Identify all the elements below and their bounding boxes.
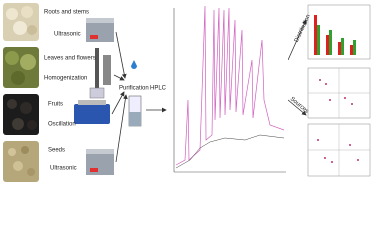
instruments <box>74 18 114 175</box>
method-label: Ultrasonic <box>50 166 77 172</box>
purification-vial <box>128 60 142 127</box>
method-label: Oscillation <box>48 122 76 128</box>
step-label: Purification <box>119 86 149 92</box>
page: {"samples": [ {"label": "Roots and stems… <box>3 3 371 182</box>
output-label: Sources <box>289 96 310 115</box>
arrows <box>111 19 307 163</box>
sample-label: Roots and stems <box>44 10 89 16</box>
sample-label: Leaves and flowers <box>44 56 96 62</box>
scatter-thumbnails <box>307 67 371 177</box>
method-label: Homogenization <box>44 76 87 82</box>
graphical-abstract: Roots and stems Ultrasonic Leaves and fl… <box>3 3 371 182</box>
step-label: HPLC <box>150 86 167 92</box>
sample-label: Seeds <box>48 148 65 154</box>
method-label: Ultrasonic <box>54 32 81 38</box>
chromatogram <box>170 4 288 180</box>
sample-photos <box>3 3 39 182</box>
sample-label: Fruits <box>48 102 63 108</box>
bar-chart-thumbnail <box>307 4 371 60</box>
